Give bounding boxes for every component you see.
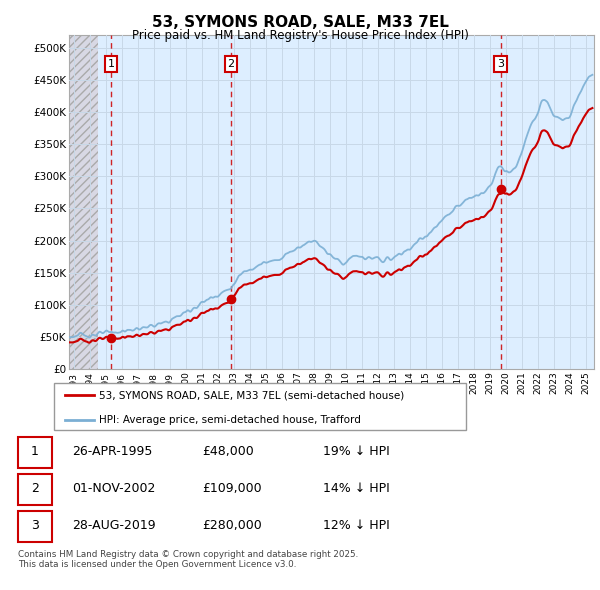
Text: 26-APR-1995: 26-APR-1995 (73, 445, 153, 458)
Text: 3: 3 (497, 59, 504, 68)
Text: 14% ↓ HPI: 14% ↓ HPI (323, 482, 390, 495)
Text: 3: 3 (31, 519, 39, 532)
Text: £48,000: £48,000 (202, 445, 254, 458)
Text: 19% ↓ HPI: 19% ↓ HPI (323, 445, 390, 458)
Text: £109,000: £109,000 (202, 482, 262, 495)
FancyBboxPatch shape (54, 384, 466, 430)
Text: 2: 2 (227, 59, 235, 68)
Text: 2: 2 (31, 482, 39, 495)
Text: 1: 1 (31, 445, 39, 458)
Text: £280,000: £280,000 (202, 519, 262, 532)
Text: 12% ↓ HPI: 12% ↓ HPI (323, 519, 390, 532)
Text: 53, SYMONS ROAD, SALE, M33 7EL (semi-detached house): 53, SYMONS ROAD, SALE, M33 7EL (semi-det… (99, 391, 404, 401)
Text: 1: 1 (107, 59, 115, 68)
Text: 01-NOV-2002: 01-NOV-2002 (73, 482, 156, 495)
FancyBboxPatch shape (18, 474, 52, 506)
Text: Price paid vs. HM Land Registry's House Price Index (HPI): Price paid vs. HM Land Registry's House … (131, 30, 469, 42)
FancyBboxPatch shape (18, 511, 52, 542)
Text: Contains HM Land Registry data © Crown copyright and database right 2025.
This d: Contains HM Land Registry data © Crown c… (18, 550, 358, 569)
Text: 28-AUG-2019: 28-AUG-2019 (73, 519, 156, 532)
Bar (69, 35, 98, 369)
Text: 53, SYMONS ROAD, SALE, M33 7EL: 53, SYMONS ROAD, SALE, M33 7EL (152, 15, 448, 30)
Text: HPI: Average price, semi-detached house, Trafford: HPI: Average price, semi-detached house,… (99, 415, 361, 425)
FancyBboxPatch shape (18, 437, 52, 468)
